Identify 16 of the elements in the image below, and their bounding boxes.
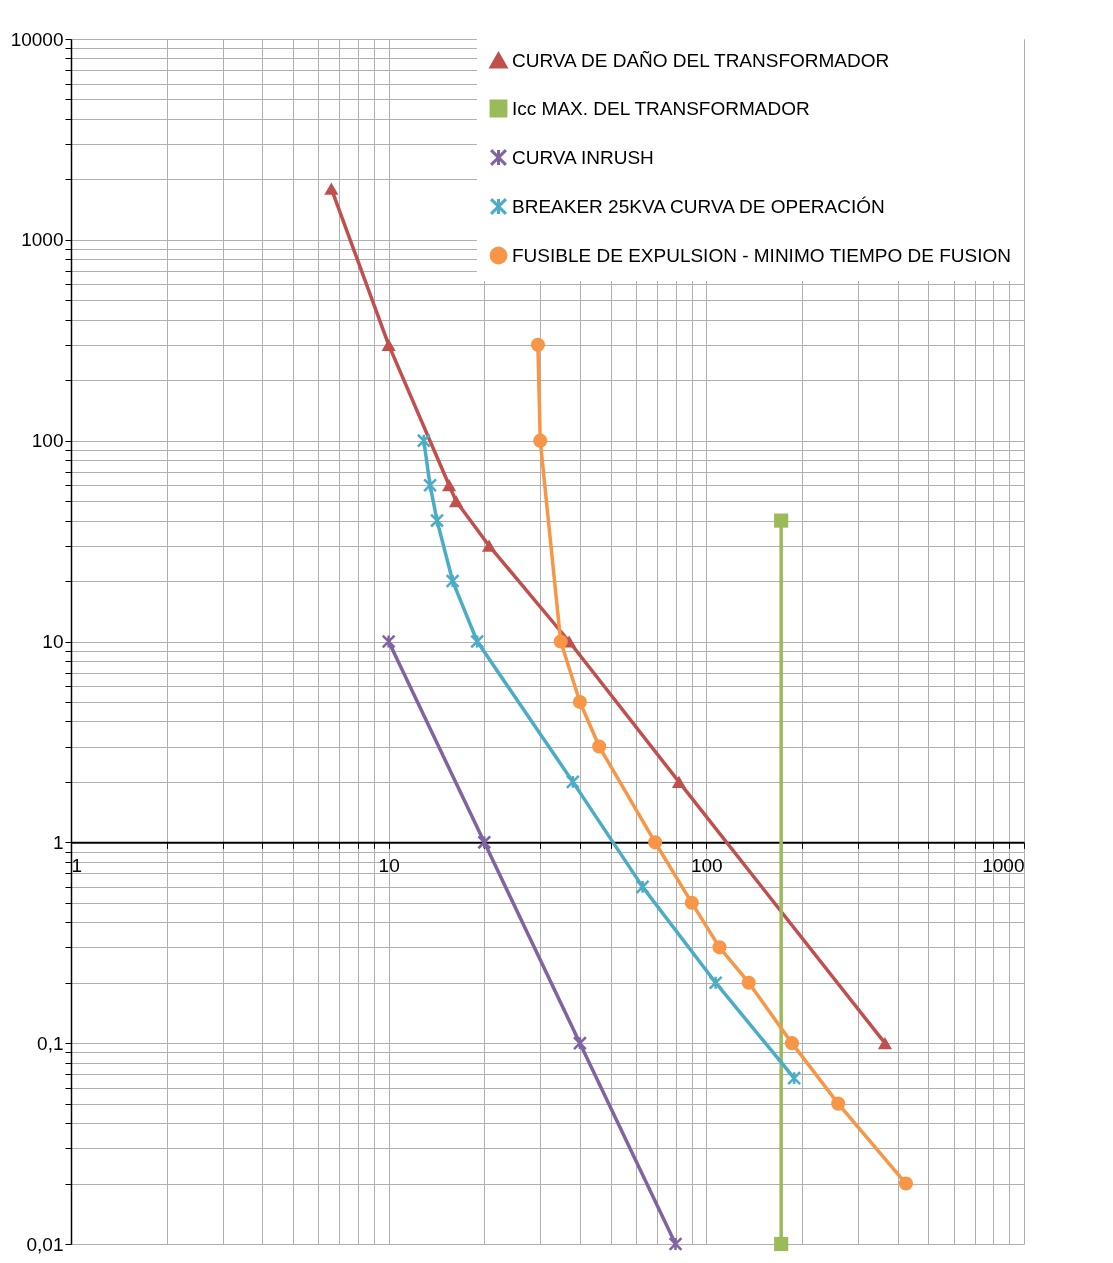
y-tick-label: 0,01 (26, 1233, 64, 1255)
y-tick-label: 1000 (21, 229, 64, 251)
x-tick-label: 1 (71, 854, 83, 876)
x-tick-label: 100 (690, 854, 723, 876)
legend-label: FUSIBLE DE EXPULSION - MINIMO TIEMPO DE FUSION (512, 244, 1012, 266)
legend-label: CURVA INRUSH (512, 146, 654, 168)
legend-label: Icc MAX. DEL TRANSFORMADOR (512, 97, 810, 119)
y-tick-label: 10000 (10, 28, 64, 50)
legend-label: BREAKER 25KVA CURVA DE OPERACIÓN (512, 195, 885, 217)
x-tick-label: 1000 (982, 854, 1025, 876)
x-tick-label: 10 (378, 854, 400, 876)
y-tick-label: 1 (52, 831, 64, 853)
y-tick-label: 0,1 (37, 1032, 64, 1054)
legend-label: CURVA DE DAÑO DEL TRANSFORMADOR (512, 49, 890, 71)
y-tick-label: 100 (31, 430, 64, 452)
y-tick-label: 10 (42, 631, 64, 652)
